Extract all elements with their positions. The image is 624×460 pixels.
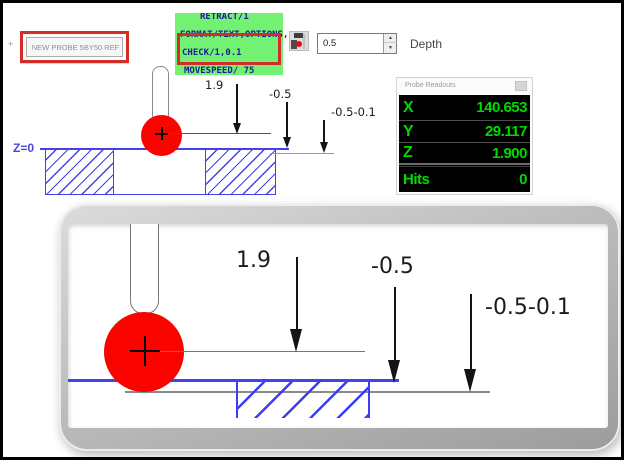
zoom-panel: 1.9 -0.5 -0.5-0.1	[68, 224, 608, 428]
arrowhead-icon	[282, 137, 291, 148]
readout-label: Hits	[403, 170, 430, 188]
toolbar-divider	[20, 63, 128, 64]
depth-icon-block	[291, 40, 297, 49]
probe-readouts-window[interactable]: Probe Readouts X 140.653 Y 29.117 Z 1.90…	[396, 77, 533, 195]
dim-arrow-neg05-01	[323, 120, 325, 142]
crosshair-icon	[144, 336, 146, 366]
dim-label-19: 1.9	[205, 78, 224, 92]
dim-label-neg05: -0.5	[371, 254, 414, 279]
depth-icon-red-dot	[296, 41, 302, 47]
probe-stem	[130, 224, 159, 314]
readout-label: Y	[403, 122, 414, 140]
depth-input[interactable]	[319, 35, 381, 52]
probe-readouts-title: Probe Readouts	[405, 82, 456, 89]
spin-up-icon[interactable]: ▲	[384, 34, 397, 43]
dim-arrow-neg05-01	[470, 294, 472, 370]
dim-arrow-neg05	[286, 102, 288, 137]
dim-label-neg05: -0.5	[269, 87, 292, 101]
arrowhead-icon	[388, 360, 400, 383]
code-line: MOVESPEED/ 75	[184, 66, 255, 76]
readout-label: X	[403, 98, 414, 116]
probe-depth-icon	[289, 31, 309, 51]
readout-row-hits: Hits 0	[399, 166, 530, 191]
dim-arrow-19	[236, 84, 238, 123]
spin-down-icon[interactable]: ▼	[388, 45, 393, 51]
arrowhead-icon	[319, 142, 328, 153]
combo-left-marker: +	[8, 39, 14, 49]
readouts-window-button[interactable]	[515, 81, 527, 91]
dim-label-19: 1.9	[236, 248, 271, 273]
probe-center-line	[158, 351, 365, 352]
readout-row-y: Y 29.117	[399, 121, 530, 143]
depth-reference-line	[270, 153, 334, 154]
code-line: CHECK/1,0.1	[182, 48, 242, 58]
depth-icon-bar	[303, 34, 305, 49]
dim-label-neg05-01: -0.5-0.1	[331, 105, 376, 119]
depth-label: Depth	[410, 37, 443, 51]
z-zero-label: Z=0	[13, 141, 35, 155]
probe-name-field[interactable]	[26, 37, 123, 57]
dim-arrow-19	[296, 257, 298, 330]
spin-buttons: ▲ ▼	[383, 34, 397, 53]
readouts-panel: X 140.653 Y 29.117 Z 1.900 Hits 0	[399, 95, 530, 192]
dim-label-neg05-01: -0.5-0.1	[485, 295, 571, 320]
arrowhead-icon	[232, 123, 241, 134]
dim-arrow-neg05	[394, 287, 396, 361]
depth-spinner: ▲ ▼	[317, 33, 397, 54]
readout-value: 0	[519, 170, 527, 188]
part-hatch	[236, 382, 370, 418]
readout-value: 140.653	[476, 99, 527, 116]
part-hatch-right	[205, 150, 276, 195]
readout-row-z: Z 1.900	[399, 143, 530, 165]
probe-center-line	[166, 133, 271, 134]
part-hatch-left	[45, 150, 114, 195]
arrowhead-icon	[464, 369, 476, 392]
annotation-box-check-command	[177, 33, 281, 65]
readout-value: 29.117	[484, 123, 528, 140]
readout-row-x: X 140.653	[399, 95, 530, 121]
surface-line	[68, 379, 399, 382]
annotation-box-probe-name	[20, 31, 129, 63]
readout-label: Z	[403, 144, 413, 161]
depth-icon-block	[294, 33, 303, 38]
code-line: RETRACT/1	[200, 12, 249, 22]
arrowhead-icon	[290, 329, 302, 352]
crosshair-icon	[161, 127, 163, 140]
readout-value: 1.900	[491, 144, 528, 162]
